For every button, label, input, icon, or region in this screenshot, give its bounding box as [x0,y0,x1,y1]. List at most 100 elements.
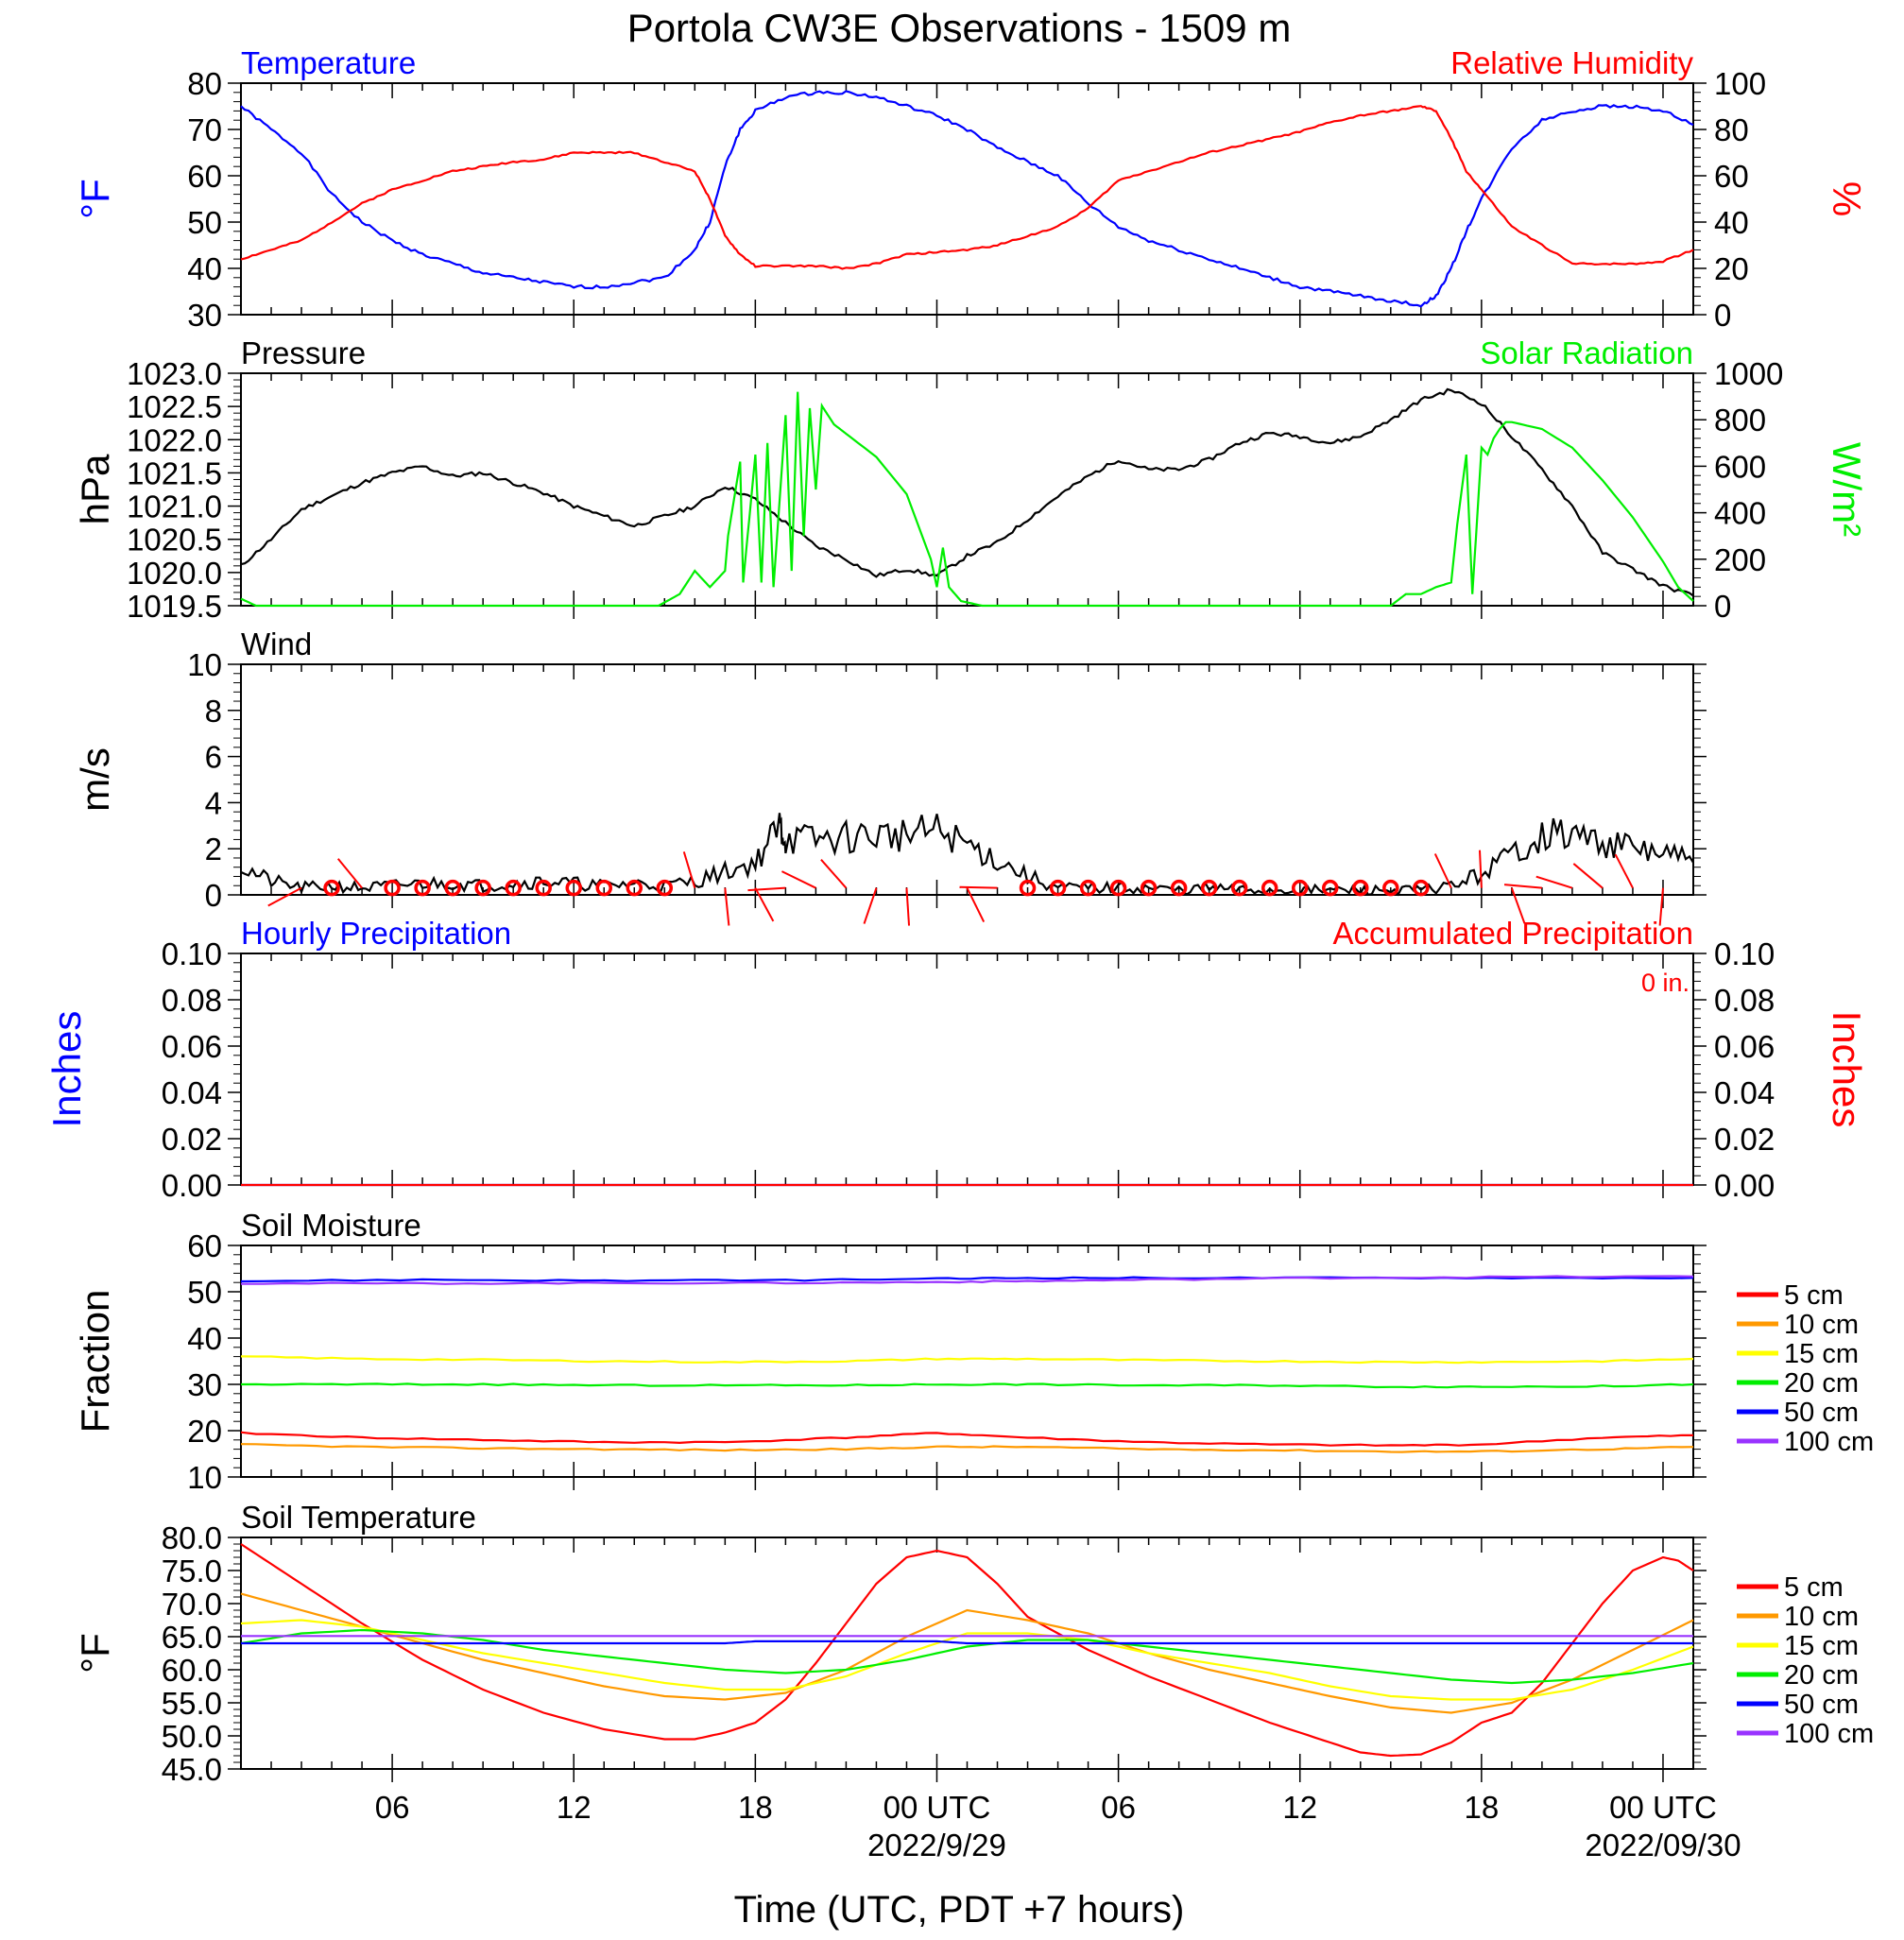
wind-barb-calm [1261,879,1278,897]
y-tick-label-right: 600 [1714,449,1766,484]
y-axis-label-left: m/s [73,747,117,812]
y-tick-label-left: 50 [187,1275,222,1310]
panel-4: 0.00 0.02 0.04 0.06 0.08 0.10 0.00 0.02 0.04 0.06… [44,916,1869,1203]
wind-barb [966,887,986,922]
y-axis-label-right: % [1825,181,1869,216]
x-tick-label: 06 [375,1790,410,1825]
y-tick-label-left: 1022.0 [127,422,222,457]
x-tick-date-label: 2022/09/30 [1585,1828,1741,1863]
wind-barb-calm [626,879,643,897]
accumulated-total-label: 0 in. [1641,969,1690,997]
wind-barb-calm [656,879,674,897]
x-tick-label: 06 [1101,1790,1136,1825]
wind-barb [1572,863,1604,889]
panel-title-right: Accumulated Precipitation [1332,916,1693,951]
y-tick-label-left: 2 [205,832,222,867]
legend-label: 50 cm [1784,1398,1859,1428]
y-axis-label-left: °F [73,179,117,218]
y-tick-label-left: 1023.0 [127,356,222,391]
panel-frame [240,82,1694,316]
y-tick-label-left: 1019.5 [127,589,222,624]
wind-barb-calm [444,879,461,897]
y-tick-label-right: 0.04 [1714,1075,1775,1110]
x-tick-label: 12 [557,1790,592,1825]
panel-2: 1019.51020.01020.51021.01021.51022.01022… [73,335,1869,624]
panel-1: 30 40 50 60 70 80 0 20 40 60 80 100 Temperature Relat… [73,45,1869,333]
wind-barb-calm [1200,879,1218,897]
panel-title-left: Soil Temperature [241,1500,476,1535]
y-tick-label-right: 40 [1714,205,1749,240]
wind-barb-calm [1382,879,1399,897]
series-line-20-cm [240,1382,1694,1389]
y-tick-label-right: 0 [1714,589,1731,624]
y-tick-label-left: 70 [187,112,222,147]
panel-frame [240,372,1694,607]
y-tick-label-left: 10 [187,1460,222,1495]
wind-barb-calm [535,879,552,897]
y-tick-label-left: 50.0 [162,1719,222,1754]
y-tick-label-left: 55.0 [162,1686,222,1721]
panel-title-right: Relative Humidity [1450,45,1693,80]
y-tick-label-left: 50 [187,205,222,240]
y-tick-label-left: 1020.0 [127,556,222,591]
wind-barb-calm [1230,879,1248,897]
wind-barb [1503,884,1542,889]
legend-label: 20 cm [1784,1368,1859,1399]
y-tick-label-left: 30 [187,1367,222,1402]
series-line-5-cm [240,1431,1694,1447]
series-line-20-cm [240,1628,1694,1685]
y-axis-label-left: Fraction [73,1290,117,1434]
legend-label: 10 cm [1784,1602,1859,1632]
y-tick-label-left: 1021.5 [127,455,222,490]
legend-label: 15 cm [1784,1339,1859,1369]
y-tick-label-left: 0 [205,878,222,913]
panel-title-left: Temperature [241,45,416,80]
y-tick-label-right: 60 [1714,159,1749,194]
wind-barb [754,887,775,922]
y-axis-label-left: °F [73,1633,117,1673]
legend-label: 50 cm [1784,1690,1859,1720]
y-tick-label-left: 4 [205,785,222,820]
wind-barb [959,885,998,889]
y-tick-label-right: 800 [1714,403,1766,438]
wind-barb-calm [323,879,340,897]
wind-barb [1510,887,1526,924]
y-tick-label-left: 10 [187,647,222,682]
series-line-15-cm [240,1355,1694,1365]
wind-barb [781,870,816,889]
y-tick-label-right: 0.10 [1714,936,1775,971]
y-tick-label-left: 70.0 [162,1587,222,1622]
figure-title: Portola CW3E Observations - 1509 m [627,6,1292,50]
wind-barb [747,886,786,892]
y-tick-label-right: 200 [1714,542,1766,577]
legend-label: 5 cm [1784,1280,1844,1311]
y-tick-label-left: 0.04 [162,1075,222,1110]
y-tick-label-left: 1020.5 [127,523,222,558]
panel-frame [240,953,1694,1186]
wind-barb [1535,875,1573,889]
wind-barb-calm [595,879,612,897]
x-tick-label: 00 UTC [1609,1790,1717,1825]
y-tick-label-right: 0.00 [1714,1168,1775,1203]
series-line-10-cm [240,1592,1694,1714]
series-line-relative-humidity [240,105,1694,270]
y-tick-label-right: 0.06 [1714,1029,1775,1064]
x-tick-label: 12 [1282,1790,1317,1825]
series-line-temperature [240,90,1694,308]
y-axis-label-left: hPa [73,454,117,524]
x-tick-label: 18 [738,1790,773,1825]
legend-label: 100 cm [1784,1427,1874,1457]
panel-3: 0 2 4 6 8 10 Wind m/s [73,627,1707,926]
y-axis-label-left: Inches [44,1011,89,1128]
y-tick-label-left: 40 [187,251,222,286]
y-tick-label-left: 0.00 [162,1168,222,1203]
wind-barb-calm [565,879,582,897]
y-tick-label-left: 75.0 [162,1554,222,1588]
panel-frame [240,663,1694,896]
wind-barb-calm [1322,879,1339,897]
y-tick-label-right: 100 [1714,66,1766,101]
wind-barb [1614,853,1634,889]
